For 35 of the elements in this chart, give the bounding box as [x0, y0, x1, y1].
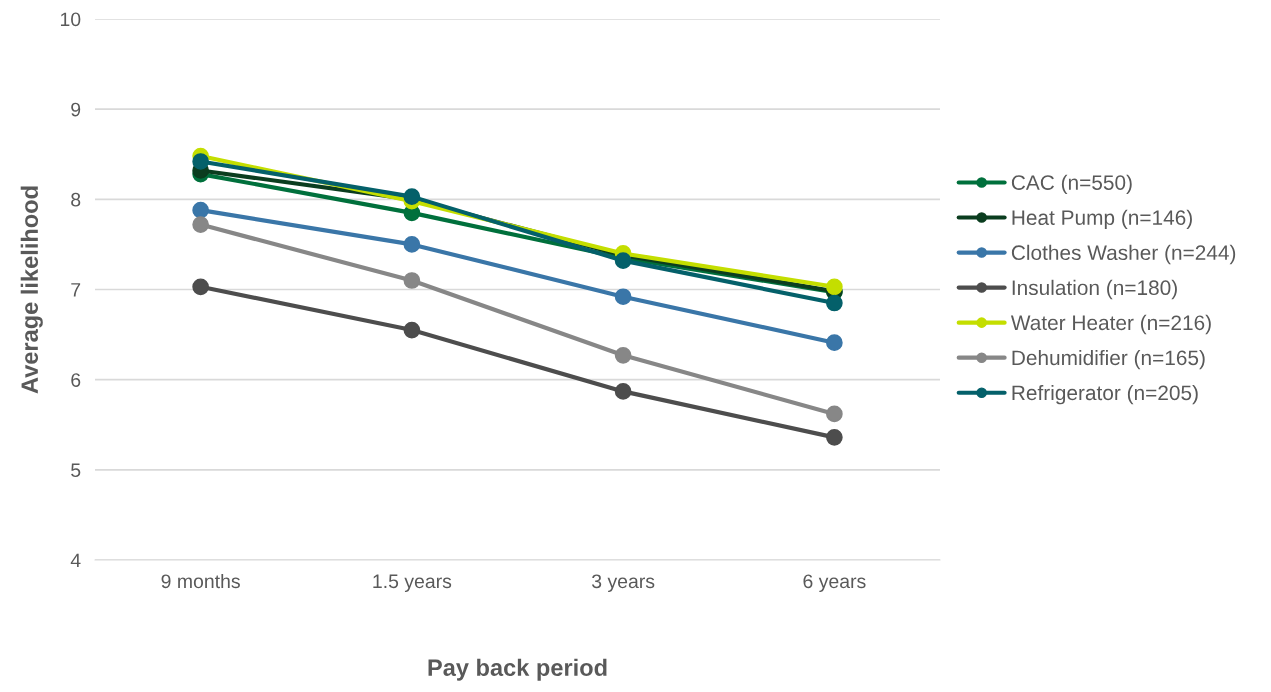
- legend-label: Clothes Washer (n=244): [1011, 244, 1236, 265]
- point: [192, 278, 209, 296]
- point: [614, 383, 632, 400]
- y-axis-title: Average likelihood: [20, 186, 43, 394]
- point: [826, 278, 843, 296]
- x-tick-label: 1.5 years: [373, 574, 452, 593]
- x-tick-label: 3 years: [591, 574, 655, 593]
- point: [826, 334, 843, 352]
- y-tick-label: 9: [71, 102, 81, 117]
- legend-label: Insulation (n=180): [1012, 279, 1177, 300]
- x-tick-label: 6 years: [803, 574, 866, 593]
- point: [403, 236, 421, 253]
- point: [403, 272, 421, 289]
- point: [614, 288, 632, 306]
- y-tick-label: 10: [60, 12, 81, 27]
- point: [192, 216, 209, 233]
- point: [192, 153, 209, 170]
- legend-label: Heat Pump (n=146): [1012, 209, 1192, 230]
- legend-label: Water Heater (n=216): [1010, 314, 1211, 335]
- x-axis-title: Pay back period: [428, 658, 607, 681]
- legend-label: CAC (n=550): [1011, 174, 1132, 195]
- y-tick-label: 8: [71, 192, 81, 207]
- y-tick-label: 7: [71, 283, 81, 297]
- point: [192, 201, 209, 219]
- y-tick-label: 4: [70, 553, 81, 568]
- point: [826, 405, 843, 423]
- point: [826, 429, 843, 446]
- y-tick-label: 5: [71, 463, 81, 478]
- legend-label: Dehumidifier (n=165): [1012, 349, 1205, 370]
- point: [826, 294, 843, 312]
- point: [614, 346, 632, 364]
- y-tick-label: 6: [71, 373, 81, 387]
- legend-label: Refrigerator (n=205): [1012, 384, 1198, 405]
- x-tick-label: 9 months: [161, 573, 240, 589]
- point: [403, 321, 421, 339]
